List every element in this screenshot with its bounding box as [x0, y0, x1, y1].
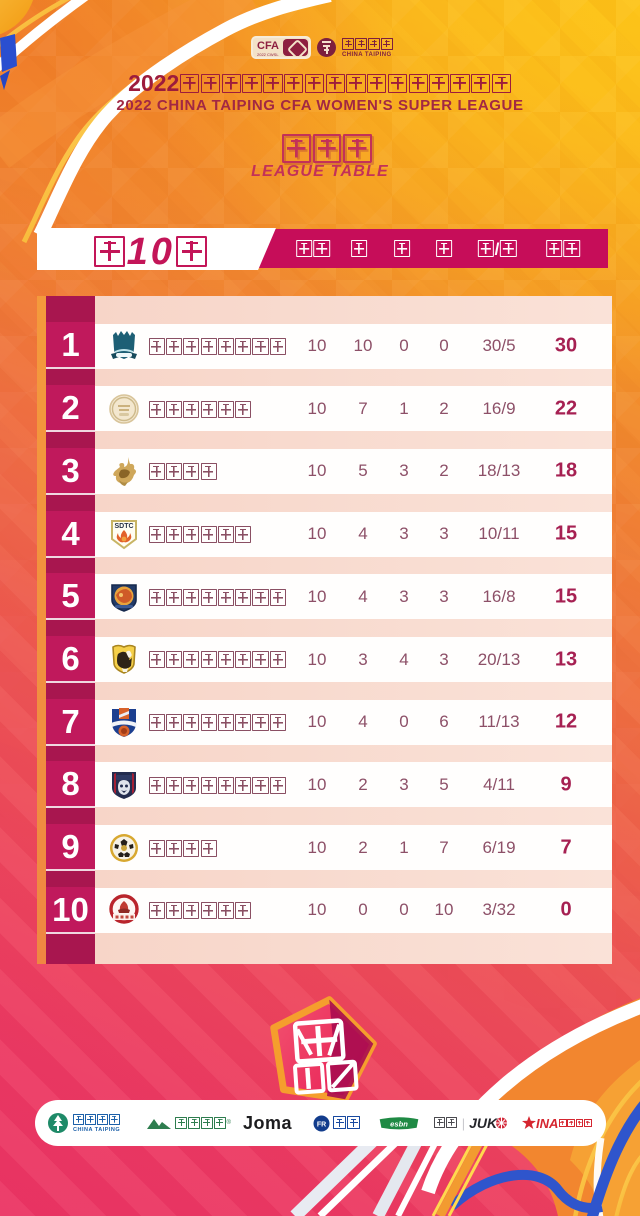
svg-text:esbn: esbn — [390, 1119, 408, 1128]
svg-text:FR: FR — [317, 1121, 326, 1128]
svg-text:SDTC: SDTC — [114, 523, 133, 530]
